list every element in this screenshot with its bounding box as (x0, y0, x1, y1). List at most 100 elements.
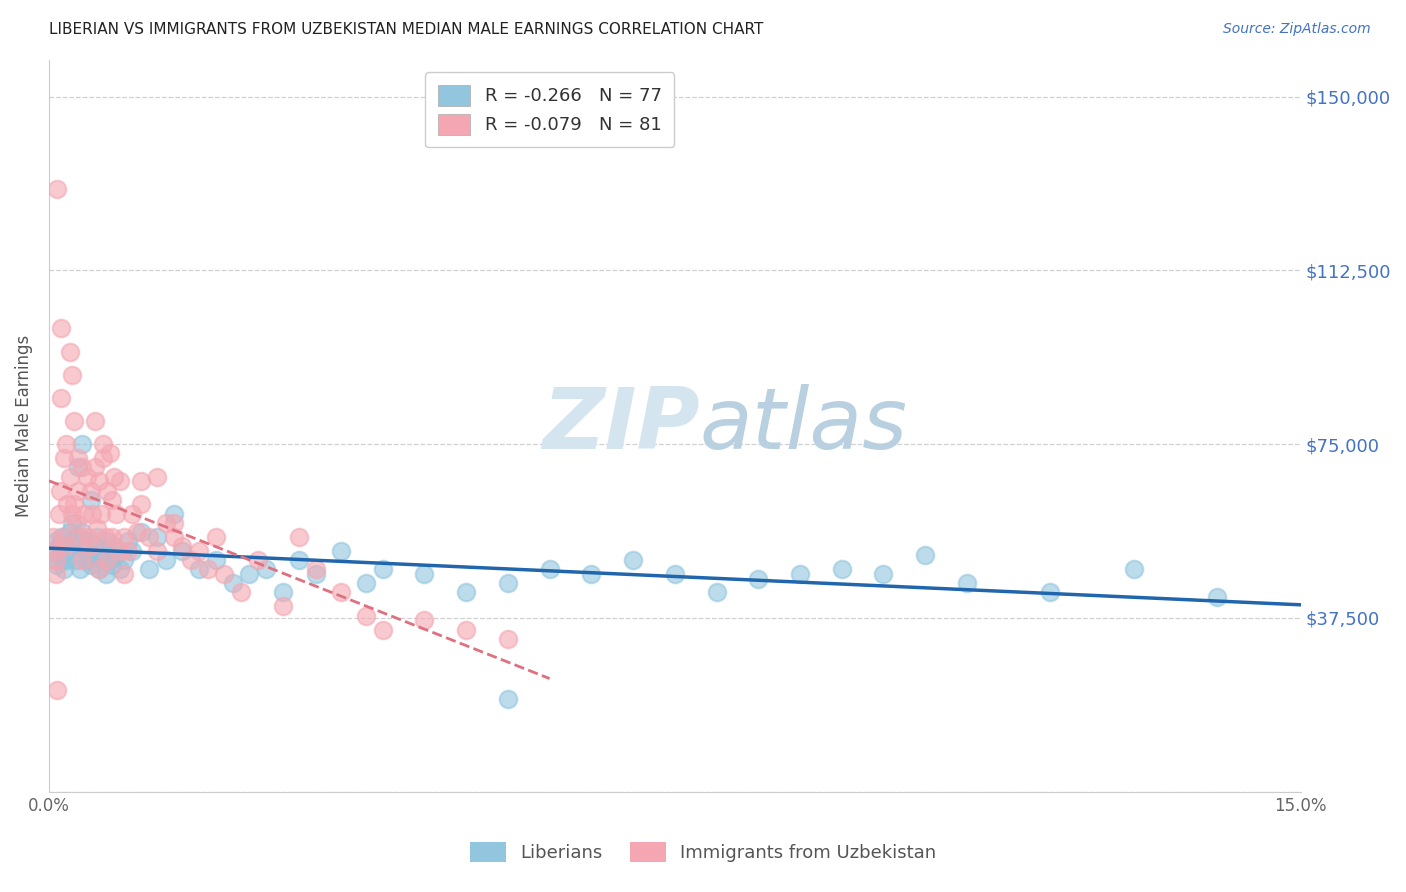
Point (86, 520, 108, 534)
Point (59, 525, 82, 540)
Point (46, 182, 69, 196)
Text: atlas: atlas (700, 384, 908, 467)
Point (172, 543, 194, 558)
Point (76, 553, 98, 567)
Point (91, 543, 114, 558)
Legend: R = -0.266   N = 77, R = -0.079   N = 81: R = -0.266 N = 77, R = -0.079 N = 81 (425, 72, 675, 147)
Point (60, 368, 83, 382)
Point (94, 530, 117, 544)
Point (83, 539, 105, 553)
Point (48, 507, 70, 521)
Point (129, 525, 152, 540)
Point (100, 558, 122, 572)
Point (271, 599, 294, 614)
Point (49, 539, 72, 553)
Point (59, 469, 82, 483)
Point (80, 483, 103, 498)
Point (90, 507, 112, 521)
Point (246, 553, 269, 567)
Point (456, 623, 478, 637)
Point (117, 543, 139, 558)
Point (44, 553, 66, 567)
Point (163, 530, 186, 544)
Point (98, 446, 121, 460)
Point (56, 553, 79, 567)
Point (100, 530, 122, 544)
Point (91, 451, 114, 466)
Legend: Liberians, Immigrants from Uzbekistan: Liberians, Immigrants from Uzbekistan (463, 834, 943, 870)
Point (330, 543, 353, 558)
Point (42, 543, 65, 558)
Point (146, 543, 169, 558)
Point (73, 543, 96, 558)
Point (83, 414, 105, 428)
Point (63, 497, 86, 511)
Point (80, 492, 103, 507)
Point (73, 507, 96, 521)
Point (67, 451, 90, 466)
Point (371, 562, 394, 576)
Point (49, 483, 72, 498)
Point (82, 549, 104, 563)
Point (44, 543, 66, 558)
Point (52, 553, 75, 567)
Point (371, 623, 394, 637)
Point (55, 437, 77, 451)
Point (77, 534, 100, 549)
Point (104, 549, 127, 563)
Point (496, 576, 519, 591)
Point (129, 497, 152, 511)
Point (51, 530, 73, 544)
Point (51, 321, 73, 335)
Point (496, 692, 519, 706)
Point (330, 585, 353, 599)
Point (48, 549, 70, 563)
Point (69, 530, 91, 544)
Point (163, 516, 186, 530)
Point (831, 562, 853, 576)
Point (117, 534, 139, 549)
Point (65, 516, 87, 530)
Text: Source: ZipAtlas.com: Source: ZipAtlas.com (1223, 22, 1371, 37)
Point (212, 566, 235, 581)
Point (53, 562, 76, 576)
Point (146, 469, 169, 483)
Point (305, 562, 328, 576)
Point (42, 530, 65, 544)
Point (83, 460, 105, 475)
Point (104, 507, 127, 521)
Point (747, 572, 769, 586)
Point (188, 562, 211, 576)
Point (155, 553, 177, 567)
Point (60, 507, 83, 521)
Point (96, 553, 118, 567)
Point (1206, 590, 1229, 604)
Point (706, 585, 728, 599)
Point (112, 566, 135, 581)
Point (205, 553, 228, 567)
Point (86, 530, 108, 544)
Point (288, 553, 311, 567)
Point (72, 525, 94, 540)
Point (69, 562, 91, 576)
Point (354, 608, 377, 623)
Point (108, 562, 131, 576)
Point (63, 539, 86, 553)
Point (172, 539, 194, 553)
Point (98, 553, 121, 567)
Point (87, 562, 110, 576)
Point (65, 553, 87, 567)
Point (538, 562, 561, 576)
Point (205, 530, 228, 544)
Point (90, 553, 112, 567)
Point (1122, 562, 1144, 576)
Point (63, 414, 86, 428)
Point (456, 585, 478, 599)
Point (581, 566, 603, 581)
Point (100, 492, 122, 507)
Point (271, 585, 294, 599)
Point (45, 566, 67, 581)
Point (55, 543, 77, 558)
Point (46, 682, 69, 697)
Text: LIBERIAN VS IMMIGRANTS FROM UZBEKISTAN MEDIAN MALE EARNINGS CORRELATION CHART: LIBERIAN VS IMMIGRANTS FROM UZBEKISTAN M… (49, 22, 763, 37)
